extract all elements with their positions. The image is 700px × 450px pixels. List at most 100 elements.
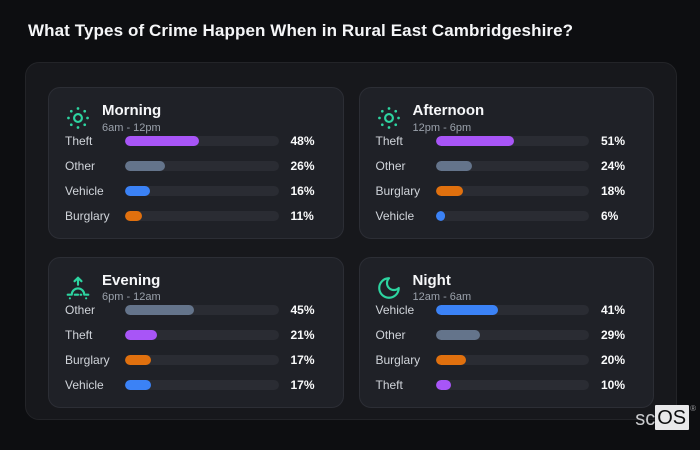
bar-value: 26%	[290, 158, 315, 173]
bar-value: 10%	[601, 378, 626, 392]
moon-icon	[376, 275, 402, 301]
panel-title: Evening	[102, 271, 161, 289]
bar-fill	[435, 210, 445, 221]
bar-label: Theft	[375, 378, 403, 392]
panel-title: Morning	[102, 102, 162, 119]
panel-header: Evening 6pm - 12am	[65, 271, 327, 303]
bar-row: Other 26%	[65, 159, 327, 173]
bar-value: 11%	[290, 208, 314, 223]
bar-row: Vehicle 6%	[376, 209, 638, 223]
bar-track	[435, 210, 589, 221]
bar-fill	[125, 305, 195, 315]
bar-track	[435, 160, 589, 171]
panel-titles: Afternoon 12pm - 6pm	[412, 102, 485, 133]
bar-track	[125, 185, 279, 196]
bar-track	[125, 135, 279, 146]
bar-track	[125, 380, 279, 390]
panel-titles: Night 12am - 6am	[412, 271, 472, 303]
bar-value: 21%	[290, 328, 315, 342]
bar-row: Other 29%	[376, 328, 638, 342]
bar-track	[125, 160, 279, 171]
bar-label: Vehicle	[375, 303, 415, 317]
brand-prefix: sc	[635, 408, 656, 430]
bar-fill	[435, 330, 480, 340]
bar-label: Other	[65, 158, 96, 173]
registered-mark: ®	[690, 404, 696, 413]
bar-track	[435, 305, 589, 315]
bar-fill	[125, 330, 158, 340]
panel-titles: Evening 6pm - 12am	[102, 271, 161, 303]
bar-value: 18%	[601, 183, 626, 198]
dashboard-card: Morning 6am - 12pm Theft 48% Other 26% V…	[25, 62, 677, 420]
bar-row: Vehicle 17%	[65, 378, 327, 392]
bar-label: Theft	[375, 133, 403, 148]
bar-fill	[435, 185, 464, 196]
bar-fill	[125, 380, 152, 390]
bar-row: Vehicle 16%	[65, 184, 327, 198]
bar-label: Vehicle	[375, 208, 415, 223]
bar-row: Burglary 17%	[65, 353, 327, 367]
panel-night: Night 12am - 6am Vehicle 41% Other 29% B…	[358, 256, 654, 408]
bar-track	[435, 185, 589, 196]
bar-value: 24%	[601, 158, 626, 173]
bar-row: Other 24%	[376, 159, 638, 173]
bar-row: Theft 51%	[376, 134, 638, 148]
bar-value: 6%	[601, 208, 619, 223]
bar-row: Vehicle 41%	[376, 303, 638, 317]
bar-value: 41%	[601, 303, 626, 317]
panel-evening: Evening 6pm - 12am Other 45% Theft 21% B…	[48, 256, 344, 408]
panel-title: Night	[412, 271, 451, 289]
bar-label: Burglary	[65, 353, 110, 367]
bar-track	[435, 380, 589, 390]
bar-label: Burglary	[65, 208, 110, 223]
bar-value: 20%	[601, 353, 626, 367]
bar-row: Burglary 18%	[376, 184, 638, 198]
sun-icon	[377, 107, 400, 130]
bar-fill	[125, 135, 199, 146]
bar-value: 17%	[290, 353, 315, 367]
moon-icon	[377, 276, 400, 299]
bar-fill	[125, 210, 142, 221]
bar-fill	[435, 305, 499, 315]
bar-fill	[435, 355, 467, 365]
panel-titles: Morning 6am - 12pm	[102, 102, 162, 134]
panel-time-range: 6pm - 12am	[102, 291, 161, 303]
bar-fill	[125, 185, 150, 196]
bar-track	[125, 210, 279, 221]
bar-fill	[125, 355, 152, 365]
bar-fill	[125, 160, 165, 171]
panel-title: Afternoon	[412, 102, 485, 119]
panel-afternoon: Afternoon 12pm - 6pm Theft 51% Other 24%…	[358, 87, 654, 239]
bar-fill	[435, 380, 451, 390]
sun-icon	[376, 105, 402, 131]
bar-fill	[435, 160, 473, 171]
bar-value: 51%	[601, 133, 626, 148]
bar-row: Burglary 11%	[65, 209, 327, 223]
bar-value: 17%	[290, 378, 315, 392]
bar-row: Other 45%	[65, 303, 327, 317]
bar-rows: Theft 51% Other 24% Burglary 18% Vehicle…	[373, 134, 638, 225]
bar-track	[435, 135, 589, 146]
bar-track	[435, 330, 589, 340]
bar-label: Other	[65, 303, 96, 317]
bar-label: Theft	[65, 133, 93, 148]
scos-watermark: sc OS ®	[635, 405, 696, 430]
bar-rows: Vehicle 41% Other 29% Burglary 20% Theft…	[373, 303, 638, 394]
bar-track	[125, 305, 279, 315]
bar-label: Theft	[65, 328, 93, 342]
bar-value: 48%	[290, 133, 315, 148]
page-title: What Types of Crime Happen When in Rural…	[28, 21, 574, 40]
panel-time-range: 12am - 6am	[412, 291, 472, 303]
bar-fill	[435, 135, 514, 146]
sun-icon	[67, 107, 89, 130]
bar-track	[125, 330, 279, 340]
sunrise-icon	[65, 275, 91, 301]
panel-time-range: 6am - 12pm	[102, 121, 161, 134]
bar-row: Burglary 20%	[376, 353, 638, 367]
bar-rows: Theft 48% Other 26% Vehicle 16% Burglary…	[62, 134, 327, 225]
bar-rows: Other 45% Theft 21% Burglary 17% Vehicle…	[62, 303, 327, 394]
bar-row: Theft 21%	[65, 328, 327, 342]
bar-label: Other	[375, 158, 406, 173]
bar-label: Vehicle	[65, 183, 104, 198]
bar-label: Vehicle	[65, 378, 104, 392]
